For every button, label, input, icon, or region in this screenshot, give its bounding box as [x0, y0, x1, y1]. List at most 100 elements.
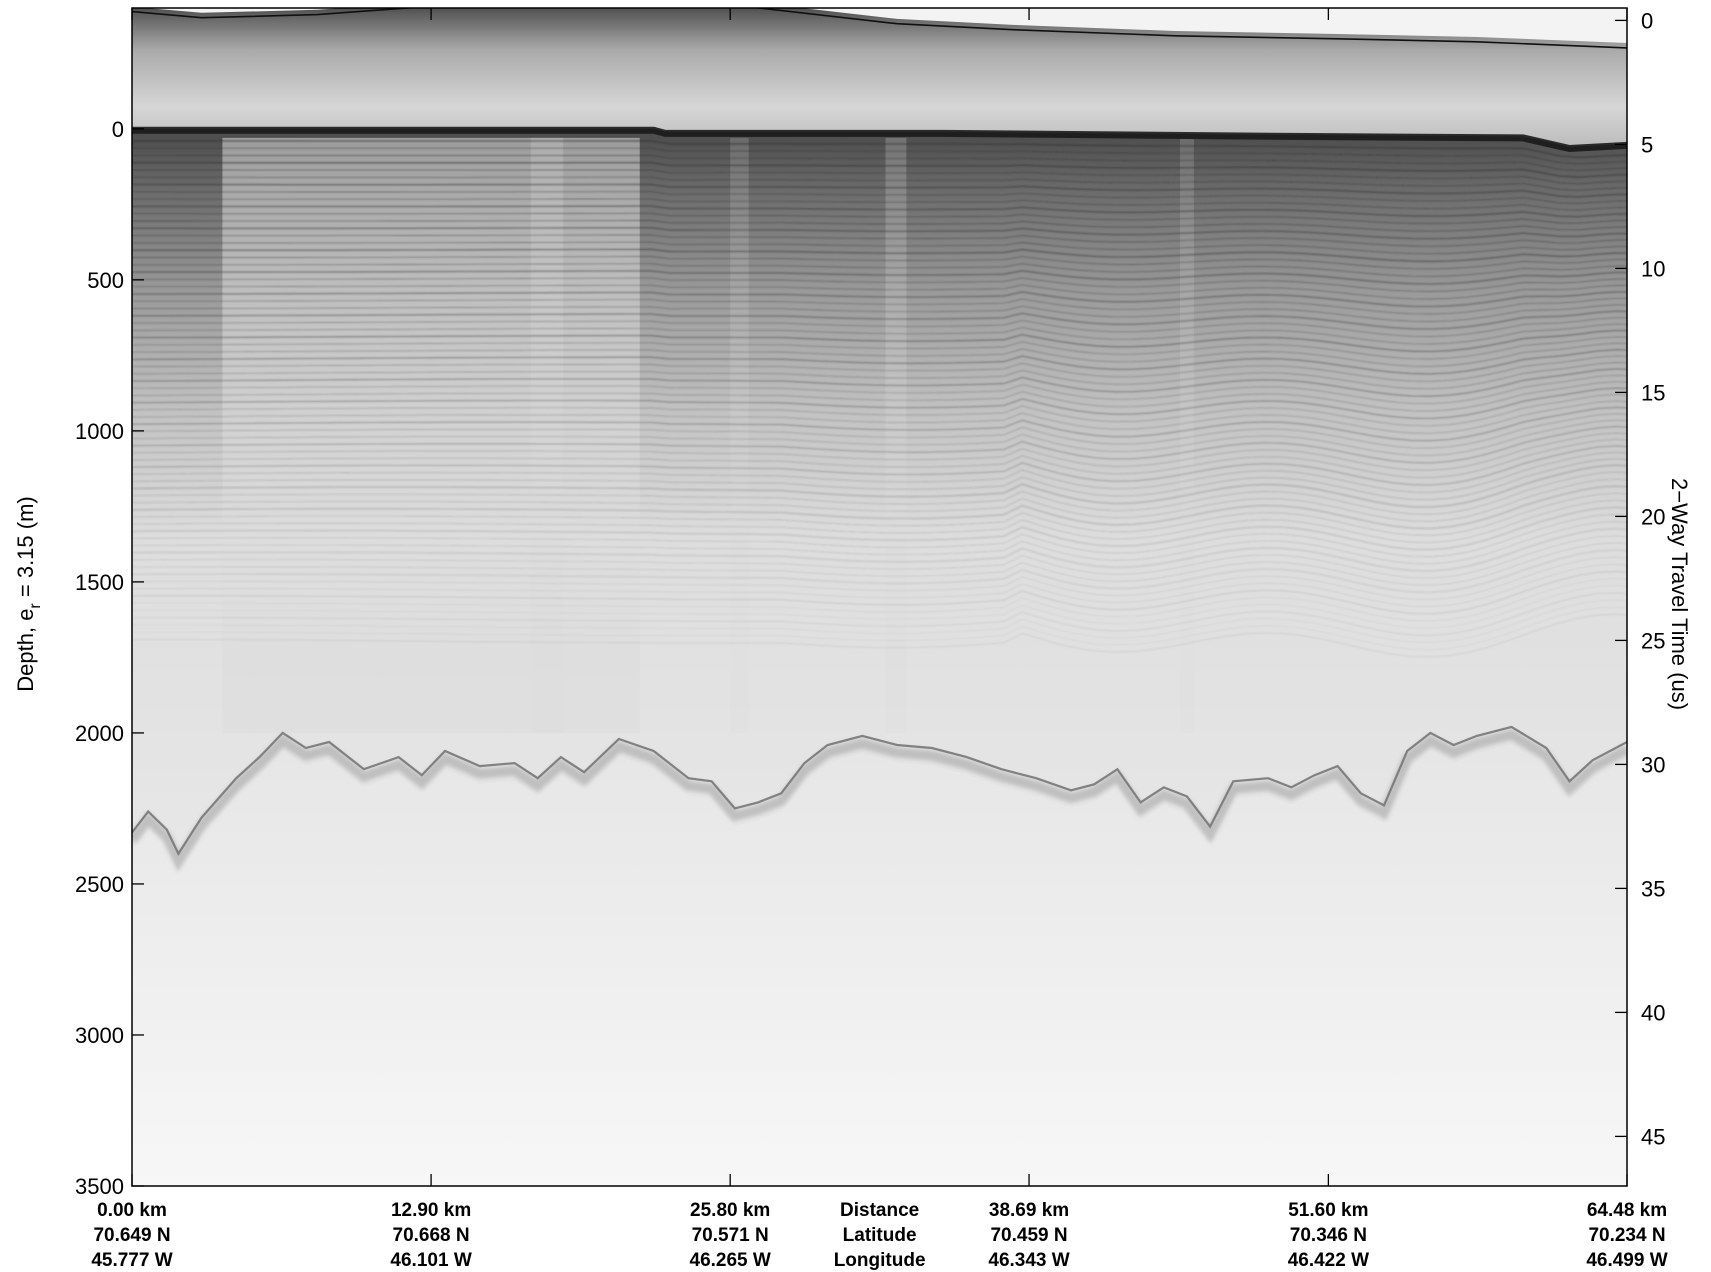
internal-layer — [132, 269, 1627, 285]
internal-layer — [132, 535, 1627, 579]
right-axis-title: 2−Way Travel Time (us) — [1667, 478, 1692, 710]
internal-layer — [132, 400, 1627, 434]
internal-layer — [132, 549, 1627, 594]
reflectivity-gaps — [222, 137, 1194, 733]
bottom-tick-distance: 25.80 km — [690, 1200, 770, 1221]
left-tick-label: 3000 — [75, 1023, 124, 1048]
right-tick-label: 5 — [1641, 132, 1653, 157]
bed-reflection-halo — [132, 729, 1627, 872]
left-tick-label: 500 — [87, 268, 124, 293]
internal-layer — [132, 563, 1627, 608]
right-tick-label: 0 — [1641, 8, 1653, 33]
internal-layer — [132, 599, 1627, 643]
internal-layer — [132, 471, 1627, 515]
left-axis-title: Depth, er = 3.15 (m) — [13, 496, 44, 691]
right-tick-label: 10 — [1641, 256, 1665, 281]
internal-layers — [132, 140, 1627, 658]
right-tick-label: 30 — [1641, 752, 1665, 777]
internal-layer — [132, 183, 1627, 198]
internal-layer — [132, 317, 1627, 337]
internal-layer — [132, 362, 1627, 390]
bottom-tick-latitude: 70.668 N — [393, 1225, 470, 1246]
left-tick-label: 3500 — [75, 1174, 124, 1199]
bottom-tick-longitude: 46.343 W — [988, 1250, 1069, 1271]
internal-layer — [132, 212, 1627, 225]
radargram-image — [132, 8, 1627, 1186]
internal-layer — [132, 198, 1627, 211]
bottom-tick-distance: 38.69 km — [989, 1200, 1069, 1221]
reflectivity-gap — [885, 137, 907, 733]
plot-frame — [131, 7, 1628, 1187]
internal-layer — [132, 226, 1627, 240]
internal-layer — [132, 445, 1627, 486]
internal-layer — [132, 419, 1627, 456]
internal-layer — [132, 413, 1627, 449]
bottom-axis-ticks: 0.00 km 70.649 N 45.777 W 12.90 km 70.668 N 4… — [91, 8, 1668, 1271]
internal-layer — [132, 205, 1627, 218]
internal-layer — [132, 570, 1627, 615]
internal-layer — [132, 329, 1627, 353]
internal-layer — [132, 248, 1627, 263]
internal-layer — [132, 355, 1627, 382]
bottom-tick-latitude: 70.459 N — [990, 1225, 1067, 1246]
internal-layer — [132, 485, 1627, 530]
internal-layer — [132, 394, 1627, 427]
internal-layer — [132, 432, 1627, 471]
internal-layer — [132, 191, 1627, 204]
internal-layer — [132, 556, 1627, 600]
bottom-tick-longitude: 46.499 W — [1586, 1250, 1667, 1271]
internal-layer — [132, 169, 1627, 185]
bottom-tick-longitude: 46.265 W — [690, 1250, 771, 1271]
internal-layer — [132, 256, 1627, 270]
internal-layer — [132, 613, 1627, 658]
below-bed-region — [132, 745, 1627, 1186]
internal-layer — [132, 425, 1627, 464]
bottom-tick-latitude: 70.346 N — [1290, 1225, 1367, 1246]
internal-layer — [132, 284, 1627, 300]
right-axis-ticks: 0 5 10 15 20 25 30 35 40 45 — [1615, 8, 1665, 1149]
internal-layer — [132, 220, 1627, 232]
reflectivity-gap — [730, 137, 749, 733]
right-tick-label: 20 — [1641, 504, 1665, 529]
internal-layer — [132, 310, 1627, 330]
bottom-row-title-distance: Distance — [840, 1200, 919, 1221]
internal-layer — [132, 161, 1627, 179]
internal-layer — [132, 592, 1627, 637]
right-tick-label: 35 — [1641, 876, 1665, 901]
left-tick-label: 0 — [112, 117, 124, 142]
aircraft-reflection — [132, 8, 1627, 49]
internal-layer — [132, 521, 1627, 565]
internal-layer — [132, 176, 1627, 191]
internal-layer — [132, 458, 1627, 501]
internal-layer — [132, 304, 1627, 322]
internal-layer — [132, 464, 1627, 508]
internal-layer — [132, 578, 1627, 622]
bottom-tick-longitude: 45.777 W — [91, 1250, 172, 1271]
bottom-tick-longitude: 46.101 W — [390, 1250, 471, 1271]
bottom-tick-latitude: 70.649 N — [93, 1225, 170, 1246]
bottom-row-title-longitude: Longitude — [834, 1250, 926, 1271]
right-tick-label: 45 — [1641, 1124, 1665, 1149]
right-tick-label: 15 — [1641, 380, 1665, 405]
bottom-tick-latitude: 70.571 N — [692, 1225, 769, 1246]
internal-layer — [132, 342, 1627, 367]
internal-layer — [132, 348, 1627, 375]
internal-layer — [132, 451, 1627, 493]
right-tick-label: 40 — [1641, 1000, 1665, 1025]
internal-layer — [132, 381, 1627, 412]
internal-layer — [132, 499, 1627, 544]
internal-layer — [132, 140, 1627, 159]
reflectivity-gap — [530, 137, 564, 733]
air-layer — [132, 8, 1627, 147]
internal-layer — [132, 542, 1627, 586]
internal-layer — [132, 336, 1627, 360]
internal-layer — [132, 527, 1627, 572]
internal-layer — [132, 506, 1627, 551]
reflectivity-gap — [1179, 137, 1194, 733]
internal-layer — [132, 492, 1627, 536]
bottom-tick-distance: 12.90 km — [391, 1200, 471, 1221]
internal-layer — [132, 241, 1627, 255]
internal-layer — [132, 147, 1627, 165]
bottom-tick-distance: 64.48 km — [1587, 1200, 1667, 1221]
